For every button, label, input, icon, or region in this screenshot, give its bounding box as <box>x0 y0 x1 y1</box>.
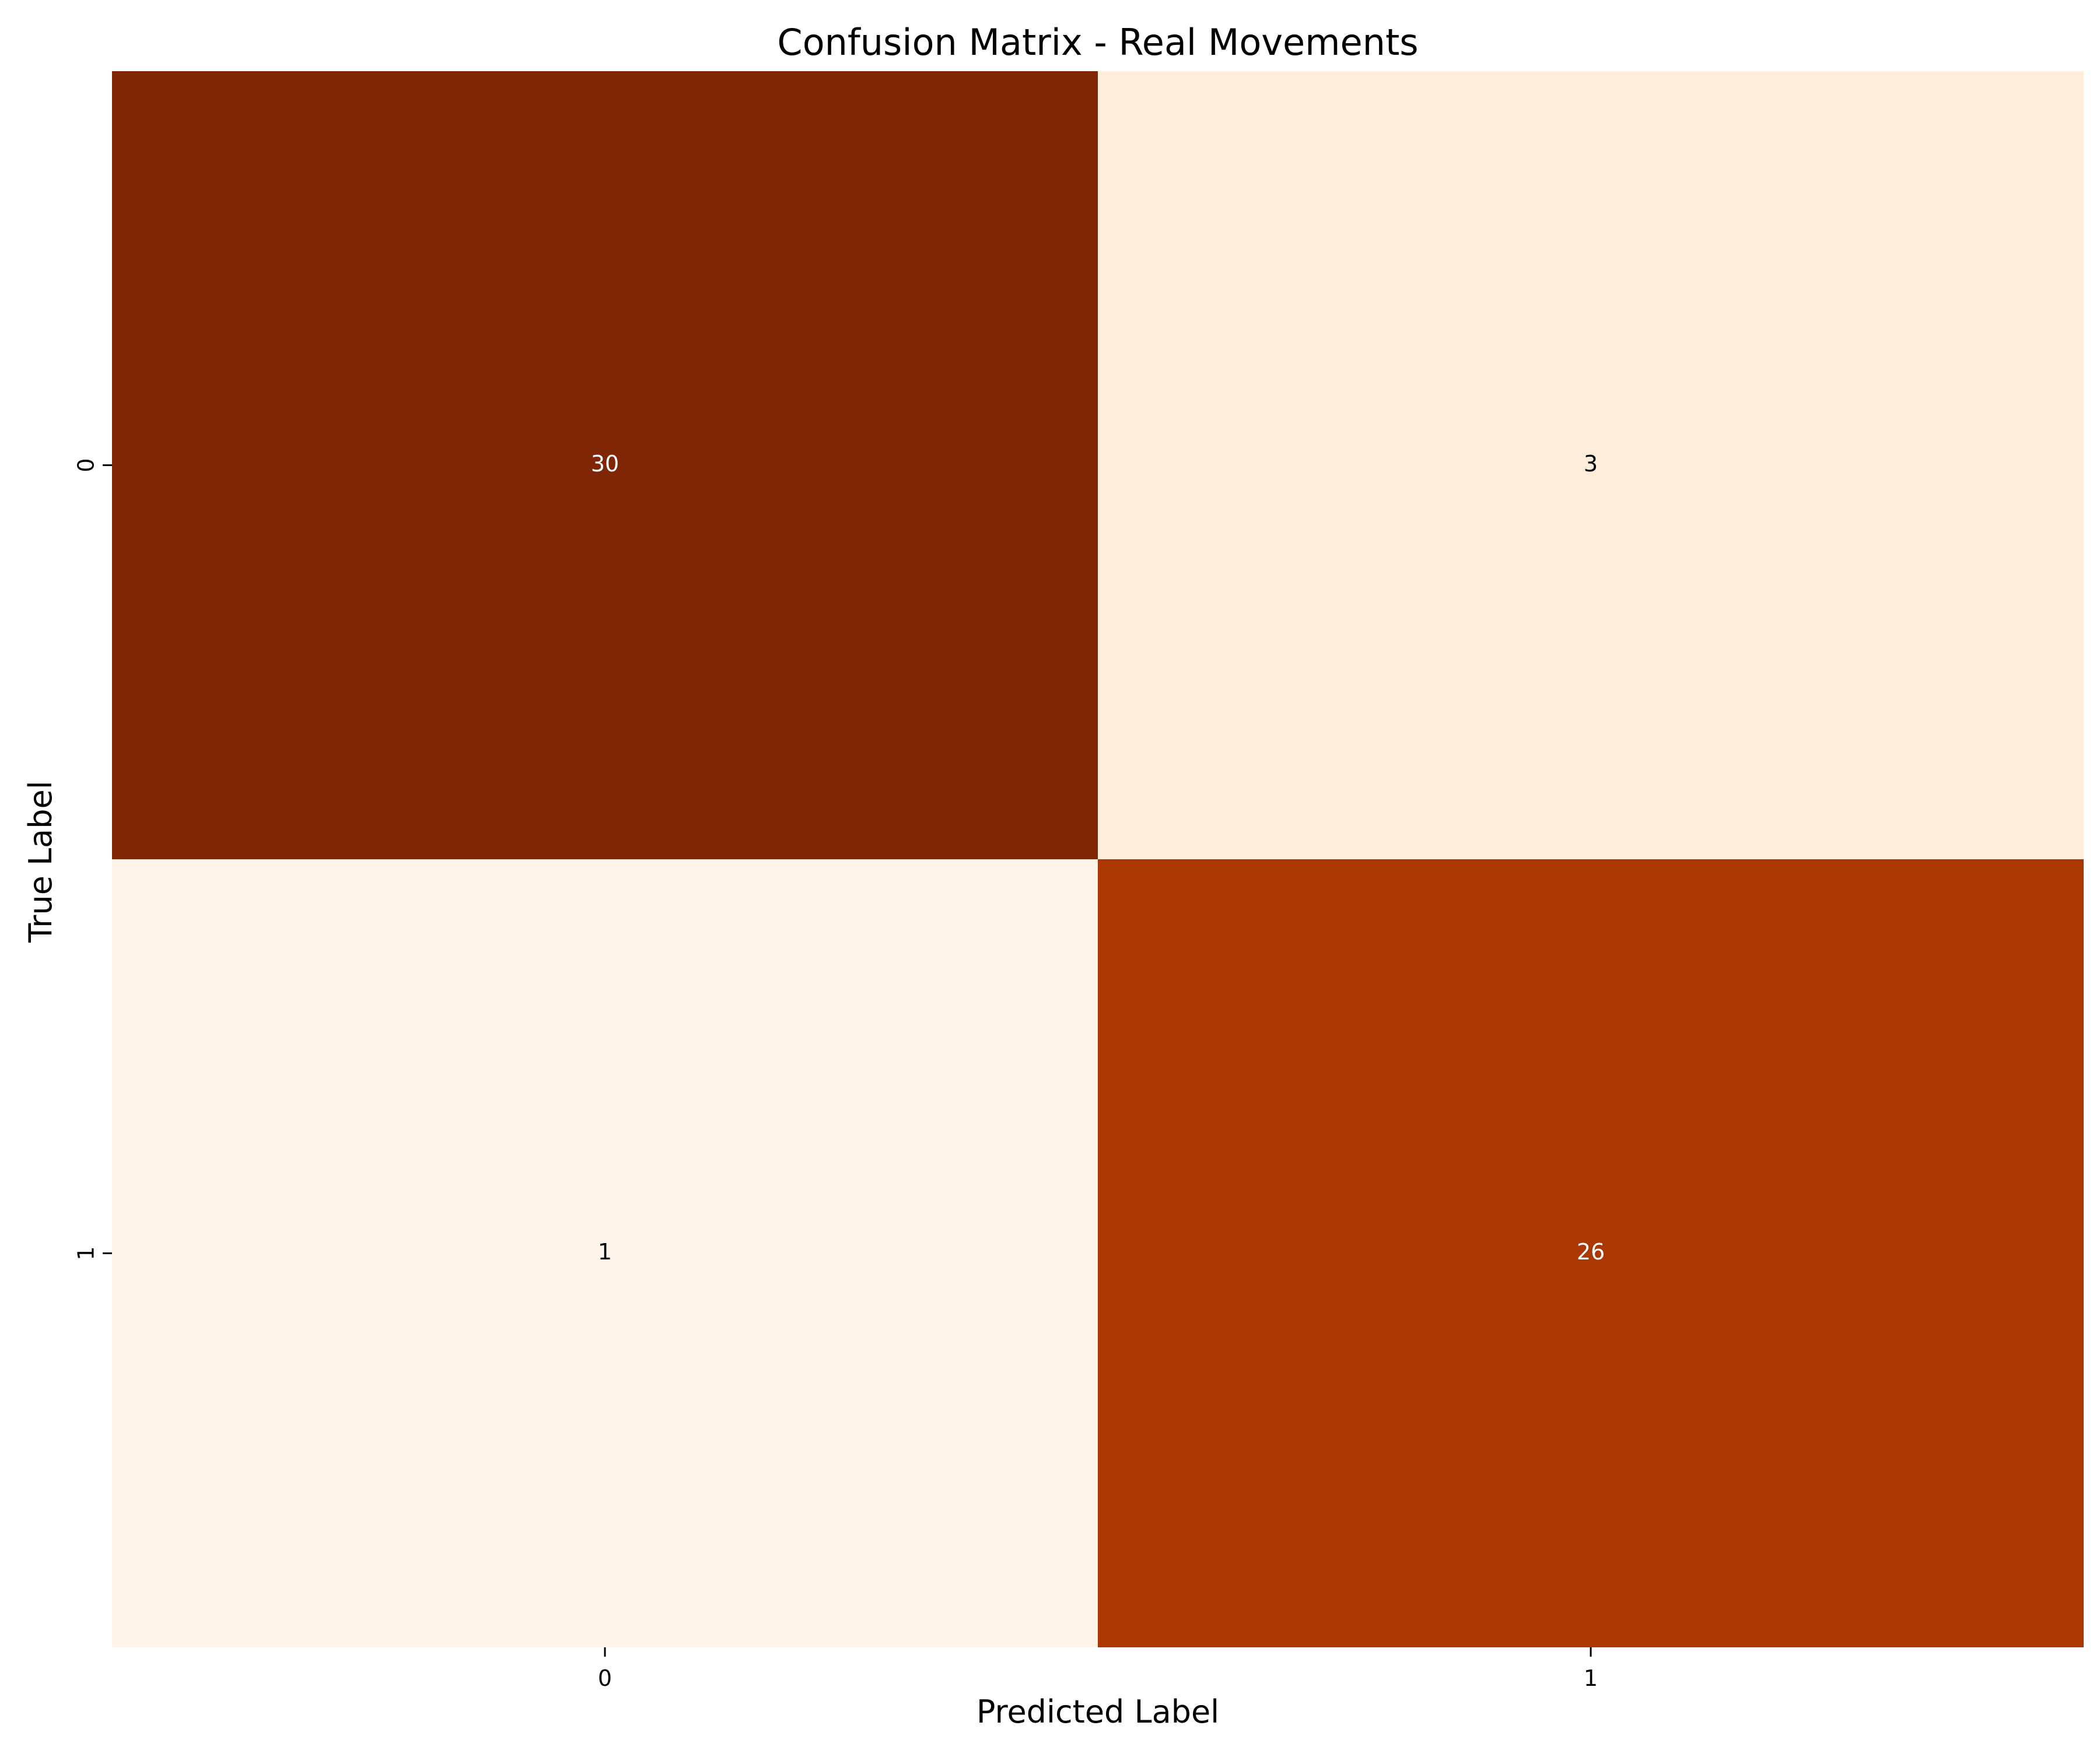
heatmap-cell-0-1 <box>1098 71 2084 859</box>
y-tick-label-1: 1 <box>74 1246 99 1260</box>
x-tick-label-1: 1 <box>1584 1665 1598 1691</box>
chart-title: Confusion Matrix - Real Movements <box>777 21 1418 64</box>
heatmap-cells <box>112 71 2084 1647</box>
cell-value-labels: 30 3 1 26 <box>591 451 1605 1265</box>
heatmap-cell-0-0 <box>112 71 1098 859</box>
cell-value-label-1-0: 1 <box>598 1239 612 1265</box>
x-axis-label: Predicted Label <box>977 1693 1219 1730</box>
cell-value-label-1-1: 26 <box>1577 1239 1605 1265</box>
y-axis-label: True Label <box>22 780 59 943</box>
cell-value-label-0-0: 30 <box>591 451 619 477</box>
heatmap-cell-1-0 <box>112 859 1098 1647</box>
x-tick-label-0: 0 <box>598 1665 612 1691</box>
y-axis-ticks: 01 <box>74 458 112 1261</box>
heatmap-cell-1-1 <box>1098 859 2084 1647</box>
cell-value-label-0-1: 3 <box>1584 451 1598 477</box>
y-tick-label-0: 0 <box>74 458 99 472</box>
